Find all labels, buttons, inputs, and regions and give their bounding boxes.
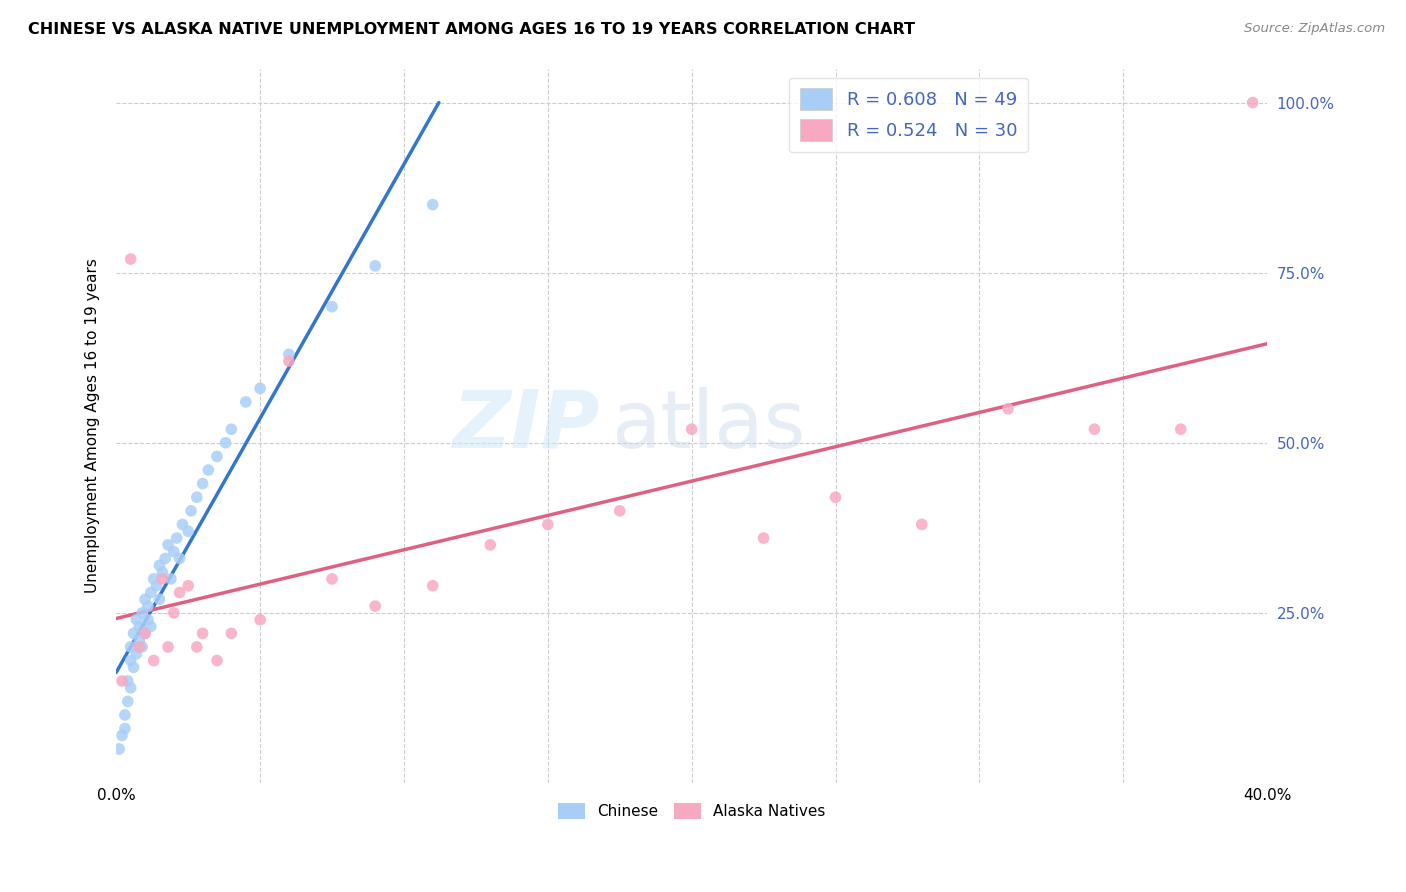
Point	[128, 633, 150, 648]
Point	[114, 722, 136, 736]
Point	[1083, 422, 1105, 436]
Legend: Chinese, Alaska Natives: Chinese, Alaska Natives	[551, 797, 832, 825]
Point	[479, 538, 502, 552]
Point	[134, 626, 156, 640]
Point	[142, 572, 165, 586]
Point	[609, 504, 631, 518]
Point	[153, 551, 176, 566]
Point	[235, 395, 257, 409]
Point	[136, 613, 159, 627]
Point	[120, 681, 142, 695]
Point	[321, 572, 343, 586]
Point	[997, 401, 1019, 416]
Point	[752, 531, 775, 545]
Point	[157, 538, 180, 552]
Point	[169, 585, 191, 599]
Point	[120, 640, 142, 654]
Point	[321, 300, 343, 314]
Point	[422, 579, 444, 593]
Point	[163, 606, 186, 620]
Point	[120, 252, 142, 266]
Point	[111, 673, 134, 688]
Point	[364, 259, 387, 273]
Point	[128, 619, 150, 633]
Point	[134, 626, 156, 640]
Point	[166, 531, 188, 545]
Point	[214, 435, 236, 450]
Point	[122, 660, 145, 674]
Point	[128, 640, 150, 654]
Point	[180, 504, 202, 518]
Point	[142, 654, 165, 668]
Point	[191, 476, 214, 491]
Point	[172, 517, 194, 532]
Point	[205, 450, 228, 464]
Point	[221, 626, 243, 640]
Point	[125, 647, 148, 661]
Point	[136, 599, 159, 613]
Point	[139, 619, 162, 633]
Point	[108, 742, 131, 756]
Point	[191, 626, 214, 640]
Point	[824, 490, 846, 504]
Point	[125, 613, 148, 627]
Point	[221, 422, 243, 436]
Point	[177, 579, 200, 593]
Point	[177, 524, 200, 539]
Point	[120, 654, 142, 668]
Point	[114, 708, 136, 723]
Point	[150, 572, 173, 586]
Point	[1170, 422, 1192, 436]
Point	[537, 517, 560, 532]
Point	[186, 640, 208, 654]
Point	[111, 728, 134, 742]
Point	[117, 694, 139, 708]
Point	[169, 551, 191, 566]
Point	[131, 606, 153, 620]
Point	[277, 354, 299, 368]
Point	[249, 381, 271, 395]
Point	[117, 673, 139, 688]
Text: Source: ZipAtlas.com: Source: ZipAtlas.com	[1244, 22, 1385, 36]
Point	[422, 197, 444, 211]
Y-axis label: Unemployment Among Ages 16 to 19 years: Unemployment Among Ages 16 to 19 years	[86, 259, 100, 593]
Text: CHINESE VS ALASKA NATIVE UNEMPLOYMENT AMONG AGES 16 TO 19 YEARS CORRELATION CHAR: CHINESE VS ALASKA NATIVE UNEMPLOYMENT AM…	[28, 22, 915, 37]
Point	[131, 640, 153, 654]
Point	[148, 558, 170, 573]
Point	[1241, 95, 1264, 110]
Point	[160, 572, 183, 586]
Point	[150, 565, 173, 579]
Point	[277, 347, 299, 361]
Point	[122, 626, 145, 640]
Point	[197, 463, 219, 477]
Point	[148, 592, 170, 607]
Point	[163, 544, 186, 558]
Point	[157, 640, 180, 654]
Point	[139, 585, 162, 599]
Text: ZIP: ZIP	[453, 387, 599, 465]
Point	[145, 579, 167, 593]
Text: atlas: atlas	[612, 387, 806, 465]
Point	[205, 654, 228, 668]
Point	[911, 517, 934, 532]
Point	[186, 490, 208, 504]
Point	[681, 422, 703, 436]
Point	[134, 592, 156, 607]
Point	[364, 599, 387, 613]
Point	[249, 613, 271, 627]
